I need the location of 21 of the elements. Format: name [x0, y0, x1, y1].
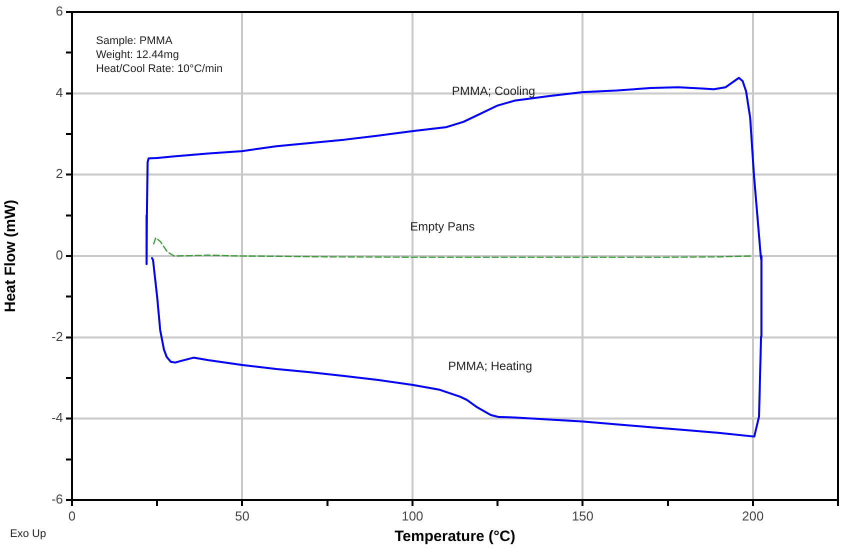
annotation: Heat/Cool Rate: 10°C/min	[96, 62, 223, 76]
annotation: Weight: 12.44mg	[96, 48, 180, 62]
text: Exo Up	[10, 528, 46, 540]
x-tick-label: 100	[402, 508, 424, 524]
series-label: PMMA; Heating	[448, 359, 532, 374]
y-axis-title: Heat Flow (mW)	[2, 200, 20, 312]
y-tick-label: -6	[51, 492, 63, 507]
annotation: Sample: PMMA	[96, 34, 174, 48]
y-tick-label: 6	[56, 4, 63, 19]
x-tick-label: 150	[572, 508, 594, 524]
x-tick-label: 200	[742, 508, 764, 524]
x-tick-label: 0	[68, 508, 76, 524]
series-label: PMMA; Cooling	[452, 84, 536, 98]
y-tick-label: -2	[51, 328, 63, 344]
y-tick-label: 2	[56, 166, 63, 182]
x-tick-label: 50	[234, 508, 250, 524]
y-tick-label: 4	[56, 84, 63, 100]
y-tick-label: 0	[56, 248, 63, 263]
series-label: Empty Pans	[410, 220, 475, 234]
x-axis-title: Temperature (°C)	[394, 528, 516, 546]
y-tick-label: -4	[51, 410, 63, 426]
